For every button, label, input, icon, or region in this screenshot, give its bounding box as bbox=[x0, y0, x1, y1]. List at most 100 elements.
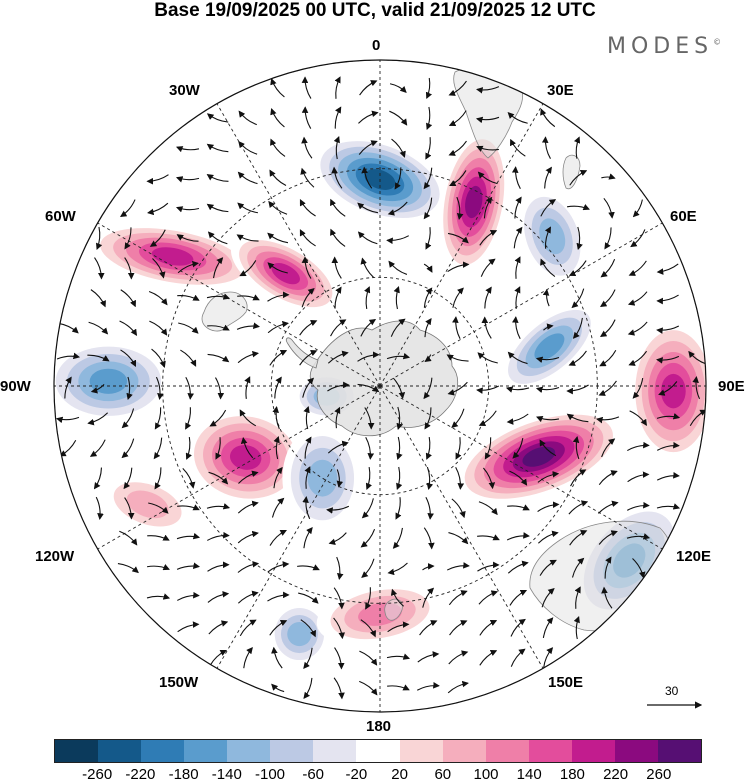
wind-arrow bbox=[207, 324, 230, 331]
wind-arrow bbox=[627, 441, 650, 452]
wind-arrow bbox=[364, 286, 371, 310]
wind-arrow bbox=[301, 106, 312, 129]
wind-arrow bbox=[271, 646, 283, 669]
colorbar-segment bbox=[399, 740, 443, 762]
south-america bbox=[201, 291, 248, 332]
wind-arrow bbox=[124, 497, 135, 520]
lon-label-30e: 30E bbox=[547, 82, 574, 99]
negative-anomaly-center bbox=[54, 339, 173, 424]
wind-arrow bbox=[155, 376, 164, 400]
wind-arrow bbox=[566, 384, 589, 395]
wind-arrow bbox=[273, 435, 280, 460]
wind-arrow bbox=[448, 140, 467, 156]
wind-arrow bbox=[571, 557, 585, 578]
wind-arrow bbox=[455, 437, 462, 460]
negative-anomaly-center bbox=[268, 601, 331, 668]
wind-arrow bbox=[121, 408, 135, 429]
wind-arrow bbox=[56, 352, 81, 360]
colorbar bbox=[54, 739, 702, 763]
wind-arrow bbox=[419, 620, 438, 636]
wind-arrow bbox=[177, 591, 200, 601]
lon-label-90w: 90W bbox=[0, 378, 31, 395]
wind-arrow bbox=[598, 380, 617, 396]
meridian-line bbox=[379, 385, 544, 669]
wind-arrow bbox=[267, 320, 289, 334]
brand-mark: © bbox=[713, 37, 722, 47]
wind-arrow bbox=[456, 196, 464, 221]
colorbar-segment bbox=[657, 740, 701, 762]
wind-arrow bbox=[360, 528, 376, 548]
wind-arrow bbox=[333, 617, 346, 640]
wind-arrow bbox=[87, 412, 109, 426]
wind-arrow bbox=[423, 377, 433, 400]
wind-arrow bbox=[656, 355, 680, 364]
wind-arrow bbox=[656, 325, 680, 334]
wind-arrow bbox=[206, 293, 231, 300]
wind-arrow bbox=[336, 469, 344, 488]
wind-arrow bbox=[542, 288, 550, 307]
reference-vector: 30 bbox=[646, 684, 704, 710]
wind-arrow bbox=[569, 530, 588, 546]
wind-arrow bbox=[632, 558, 646, 579]
wind-arrow bbox=[477, 352, 498, 364]
wind-arrow bbox=[121, 438, 135, 459]
wind-arrow bbox=[238, 140, 258, 155]
colorbar-segment bbox=[55, 740, 99, 762]
wind-arrow bbox=[422, 563, 435, 571]
wind-arrow bbox=[478, 501, 498, 516]
wind-arrow bbox=[452, 316, 461, 340]
wind-arrow bbox=[571, 288, 585, 309]
wind-arrow bbox=[598, 530, 618, 545]
wind-arrow bbox=[267, 291, 290, 302]
wind-arrow bbox=[361, 498, 374, 519]
wind-arrow bbox=[180, 349, 197, 367]
wind-arrow bbox=[570, 469, 587, 487]
wind-arrow bbox=[656, 472, 680, 481]
wind-arrow bbox=[566, 204, 590, 211]
wind-arrow bbox=[628, 350, 648, 366]
wind-arrow bbox=[177, 260, 200, 274]
wind-arrow bbox=[358, 110, 379, 124]
wind-arrow bbox=[304, 436, 312, 459]
wind-arrow bbox=[416, 682, 440, 691]
wind-arrow bbox=[537, 530, 559, 544]
wind-arrow bbox=[328, 532, 347, 546]
wind-arrow bbox=[422, 587, 435, 608]
wind-arrow bbox=[237, 530, 259, 544]
wind-arrow bbox=[626, 501, 650, 511]
wind-arrow bbox=[425, 77, 432, 100]
wind-arrow bbox=[327, 350, 349, 364]
anomaly-contour bbox=[271, 262, 300, 285]
wind-arrow bbox=[120, 199, 136, 218]
wind-arrow bbox=[147, 534, 170, 541]
wind-arrow bbox=[540, 258, 556, 277]
wind-arrow bbox=[361, 166, 373, 189]
wind-arrow bbox=[239, 409, 257, 427]
wind-arrow bbox=[423, 527, 435, 550]
wind-arrow bbox=[330, 198, 346, 217]
wind-arrow bbox=[244, 376, 251, 399]
wind-arrow bbox=[237, 202, 259, 214]
positive-anomaly-center bbox=[628, 319, 706, 464]
colorbar-tick-label: 180 bbox=[559, 766, 585, 783]
wind-arrow bbox=[447, 680, 469, 694]
wind-arrow bbox=[360, 319, 377, 337]
wind-arrow bbox=[544, 166, 552, 189]
anomaly-contour bbox=[151, 247, 194, 266]
wind-arrow bbox=[64, 376, 72, 399]
wind-arrow bbox=[426, 466, 434, 491]
wind-arrow bbox=[175, 206, 200, 213]
wind-arrow bbox=[270, 108, 285, 128]
wind-arrow bbox=[417, 651, 440, 663]
wind-arrow bbox=[536, 416, 560, 423]
wind-arrow bbox=[689, 409, 706, 427]
wind-arrow bbox=[632, 377, 644, 399]
wind-arrow bbox=[481, 316, 492, 339]
wind-arrow bbox=[599, 349, 617, 367]
wind-arrow bbox=[185, 376, 194, 400]
wind-arrow bbox=[124, 227, 132, 250]
meridian-line bbox=[379, 385, 663, 550]
wind-arrow bbox=[656, 503, 681, 510]
colorbar-tick-label: 220 bbox=[603, 766, 629, 783]
